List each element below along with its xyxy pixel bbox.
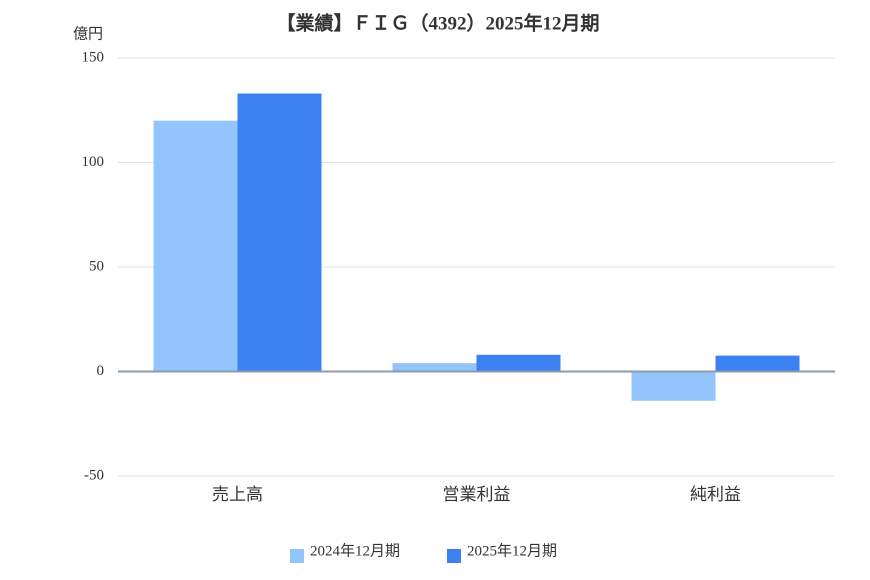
y-tick-label: 50 [89,258,104,274]
legend-swatch [447,549,461,563]
bar [715,355,800,372]
x-tick-label: 純利益 [690,485,741,504]
y-tick-label: 0 [97,363,105,379]
bar [153,120,238,372]
y-tick-label: 150 [82,49,105,65]
bar [392,363,477,372]
bar [476,354,561,372]
legend-label: 2025年12月期 [467,542,557,559]
legend-label: 2024年12月期 [310,542,400,559]
y-tick-label: -50 [84,467,104,483]
chart-title: 【業績】ＦＩＧ（4392）2025年12月期 [276,11,599,34]
legend-swatch [290,549,304,563]
x-tick-label: 営業利益 [443,485,511,504]
y-tick-label: 100 [82,154,105,170]
y-axis-label: 億円 [73,25,103,42]
x-tick-label: 売上高 [212,485,263,504]
bar [237,93,322,372]
bar [631,371,716,401]
